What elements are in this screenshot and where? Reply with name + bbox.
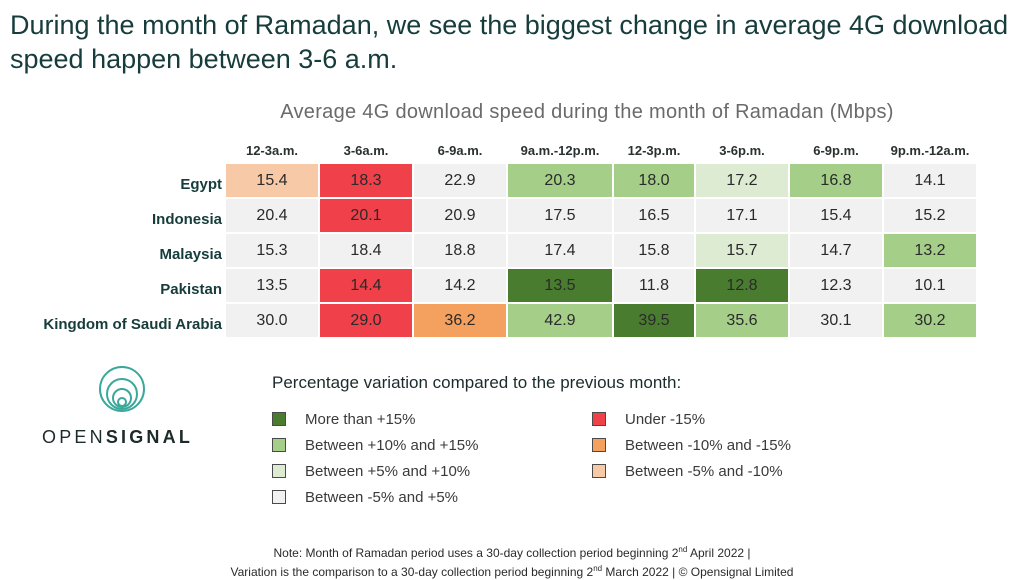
heatmap-cell: 16.8 bbox=[790, 164, 882, 197]
heatmap-cell: 30.2 bbox=[884, 304, 976, 337]
column-header: 9p.m.-12a.m. bbox=[890, 143, 970, 158]
column-header: 6-9p.m. bbox=[813, 143, 859, 158]
legend-title: Percentage variation compared to the pre… bbox=[272, 373, 682, 392]
heatmap-cell: 15.4 bbox=[790, 199, 882, 232]
row-label: Indonesia bbox=[151, 211, 222, 228]
heatmap-cell: 14.1 bbox=[884, 164, 976, 197]
legend-label: Between +10% and +15% bbox=[305, 437, 479, 454]
legend-swatch bbox=[592, 464, 606, 478]
heatmap-cell: 20.3 bbox=[508, 164, 612, 197]
column-header: 3-6p.m. bbox=[719, 143, 765, 158]
heatmap-cell: 30.0 bbox=[226, 304, 318, 337]
heatmap-cell: 15.3 bbox=[226, 234, 318, 267]
heatmap-cell: 14.4 bbox=[320, 269, 412, 302]
chart-title: Average 4G download speed during the mon… bbox=[280, 101, 894, 123]
row-label: Egypt bbox=[180, 176, 222, 193]
heatmap-cell: 20.4 bbox=[226, 199, 318, 232]
brand-name-part1: OPEN bbox=[42, 427, 106, 447]
headline: During the month of Ramadan, we see the … bbox=[10, 10, 1009, 74]
heatmap-cell: 15.4 bbox=[226, 164, 318, 197]
heatmap-cell: 17.1 bbox=[696, 199, 788, 232]
legend-label: Between -5% and -10% bbox=[625, 463, 783, 480]
heatmap-cell: 42.9 bbox=[508, 304, 612, 337]
heatmap-cell: 35.6 bbox=[696, 304, 788, 337]
heatmap-cell: 17.4 bbox=[508, 234, 612, 267]
column-header: 9a.m.-12p.m. bbox=[520, 143, 600, 158]
heatmap-cell: 12.3 bbox=[790, 269, 882, 302]
heatmap-cell: 13.5 bbox=[508, 269, 612, 302]
heatmap-grid: 15.4 18.3 22.9 20.3 18.0 17.2 16.8 14.1 20.4 20.1… bbox=[225, 163, 977, 338]
heatmap-cell: 15.8 bbox=[614, 234, 694, 267]
heatmap-cell: 11.8 bbox=[614, 269, 694, 302]
heatmap-cell: 16.5 bbox=[614, 199, 694, 232]
legend-label: Between -10% and -15% bbox=[625, 437, 791, 454]
legend-label: More than +15% bbox=[305, 411, 416, 428]
footnote-line-1: Note: Month of Ramadan period uses a 30-… bbox=[273, 545, 751, 560]
row-label: Malaysia bbox=[159, 246, 222, 263]
heatmap-cell: 18.0 bbox=[614, 164, 694, 197]
legend-swatch bbox=[272, 412, 286, 426]
heatmap-cell: 20.1 bbox=[320, 199, 412, 232]
heatmap-cell: 39.5 bbox=[614, 304, 694, 337]
legend-swatch bbox=[272, 438, 286, 452]
legend-label: Between +5% and +10% bbox=[305, 463, 471, 480]
heatmap-cell: 15.7 bbox=[696, 234, 788, 267]
legend-label: Under -15% bbox=[625, 411, 706, 428]
opensignal-logo-icon bbox=[99, 366, 145, 412]
legend-swatch bbox=[272, 464, 286, 478]
heatmap-cell: 13.5 bbox=[226, 269, 318, 302]
heatmap-cell: 14.7 bbox=[790, 234, 882, 267]
footnote-line-2: Variation is the comparison to a 30-day … bbox=[230, 564, 794, 579]
column-header: 3-6a.m. bbox=[343, 143, 389, 158]
legend-swatch bbox=[592, 412, 606, 426]
heatmap-cell: 15.2 bbox=[884, 199, 976, 232]
heatmap-cell: 12.8 bbox=[696, 269, 788, 302]
heatmap-cell: 30.1 bbox=[790, 304, 882, 337]
heatmap-cell: 13.2 bbox=[884, 234, 976, 267]
heatmap-cell: 14.2 bbox=[414, 269, 506, 302]
footnote: Note: Month of Ramadan period uses a 30-… bbox=[0, 542, 1024, 580]
column-header: 6-9a.m. bbox=[437, 143, 483, 158]
column-header: 12-3p.m. bbox=[627, 143, 681, 158]
row-label: Kingdom of Saudi Arabia bbox=[43, 316, 222, 333]
legend-label: Between -5% and +5% bbox=[305, 489, 459, 506]
brand-name-part2: SIGNAL bbox=[105, 427, 194, 447]
column-header: 12-3a.m. bbox=[245, 143, 299, 158]
heatmap-cell: 18.4 bbox=[320, 234, 412, 267]
brand-name: OPENSIGNAL bbox=[42, 427, 193, 448]
heatmap-cell: 20.9 bbox=[414, 199, 506, 232]
legend-swatch bbox=[272, 490, 286, 504]
heatmap-cell: 22.9 bbox=[414, 164, 506, 197]
heatmap-cell: 17.2 bbox=[696, 164, 788, 197]
heatmap-cell: 29.0 bbox=[320, 304, 412, 337]
row-label: Pakistan bbox=[160, 281, 222, 298]
heatmap-cell: 18.8 bbox=[414, 234, 506, 267]
legend-swatch bbox=[592, 438, 606, 452]
heatmap-cell: 17.5 bbox=[508, 199, 612, 232]
heatmap-cell: 10.1 bbox=[884, 269, 976, 302]
heatmap-cell: 18.3 bbox=[320, 164, 412, 197]
heatmap-cell: 36.2 bbox=[414, 304, 506, 337]
